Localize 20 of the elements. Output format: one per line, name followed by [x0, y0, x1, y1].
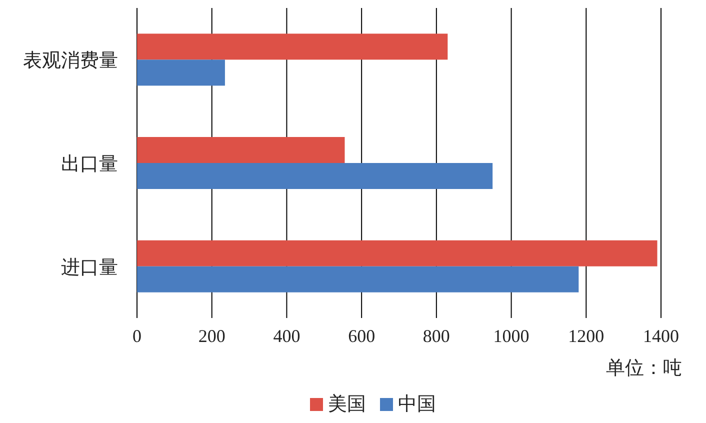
x-tick-label: 0: [132, 326, 142, 346]
bar: [137, 137, 345, 163]
bar: [137, 34, 448, 60]
legend-label: 美国: [328, 393, 366, 415]
legend-label: 中国: [398, 394, 436, 415]
bar: [137, 60, 225, 86]
x-tick-label: 600: [348, 326, 376, 346]
y-tick-label: 表观消费量: [23, 50, 118, 72]
x-axis-title: 单位：吨: [606, 358, 682, 379]
bar: [137, 266, 579, 292]
x-tick-label: 400: [273, 326, 300, 346]
y-tick-label: 进口量: [61, 257, 118, 278]
y-tick-label: 出口量: [61, 154, 118, 175]
x-tick-label: 1400: [643, 326, 679, 346]
x-tick-label: 800: [422, 326, 450, 346]
x-tick-label: 1200: [568, 326, 604, 346]
bar: [137, 163, 493, 189]
x-tick-label: 1000: [493, 326, 530, 346]
x-tick-label: 200: [198, 326, 226, 346]
bar: [137, 240, 658, 266]
